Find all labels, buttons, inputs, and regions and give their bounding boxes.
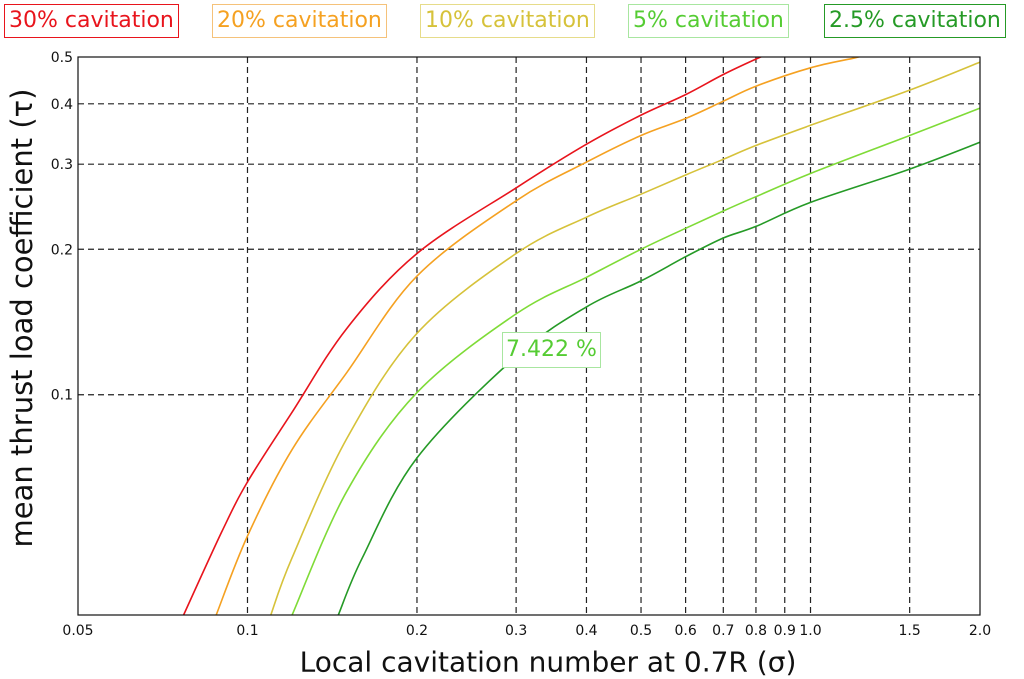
grid-lines bbox=[78, 57, 980, 615]
y-tick-label: 0.1 bbox=[51, 388, 73, 404]
x-tick-label: 0.8 bbox=[745, 623, 767, 639]
y-axis-label: mean thrust load coefficient (τ) bbox=[5, 88, 39, 548]
series-line bbox=[270, 61, 980, 615]
legend-2-5pct: 2.5% cavitation bbox=[824, 4, 1006, 38]
x-tick-label: 1.0 bbox=[799, 623, 821, 639]
series-line bbox=[337, 141, 980, 615]
cavitation-annotation: 7.422 % bbox=[502, 332, 601, 368]
series-lines bbox=[182, 57, 980, 615]
legend-5pct: 5% cavitation bbox=[628, 4, 789, 38]
series-line bbox=[215, 57, 863, 615]
y-tick-label: 0.5 bbox=[51, 50, 73, 66]
y-tick-label: 0.4 bbox=[51, 97, 73, 113]
x-tick-label: 0.3 bbox=[505, 623, 527, 639]
legend-10pct: 10% cavitation bbox=[420, 4, 595, 38]
x-tick-label: 0.1 bbox=[236, 623, 258, 639]
x-tick-labels: 0.05 0.1 0.2 0.3 0.4 0.5 0.6 0.7 0.8 0.9 1.0 1.5 2.0 bbox=[62, 623, 991, 639]
y-tick-label: 0.3 bbox=[51, 157, 73, 173]
y-tick-label: 0.2 bbox=[51, 242, 73, 258]
x-tick-label: 0.2 bbox=[406, 623, 428, 639]
x-tick-label: 0.6 bbox=[674, 623, 696, 639]
x-tick-label: 0.4 bbox=[575, 623, 597, 639]
series-line bbox=[182, 57, 763, 615]
x-tick-label: 2.0 bbox=[969, 623, 991, 639]
x-tick-label: 0.7 bbox=[712, 623, 734, 639]
x-axis-label: Local cavitation number at 0.7R (σ) bbox=[299, 645, 797, 679]
y-tick-labels: 0.1 0.2 0.3 0.4 0.5 bbox=[51, 50, 73, 404]
x-tick-label: 0.05 bbox=[62, 623, 93, 639]
plot-frame bbox=[77, 56, 981, 616]
legend-20pct: 20% cavitation bbox=[212, 4, 387, 38]
x-tick-label: 0.5 bbox=[630, 623, 652, 639]
series-line bbox=[291, 107, 980, 615]
x-tick-label: 1.5 bbox=[899, 623, 921, 639]
legend-30pct: 30% cavitation bbox=[4, 4, 179, 38]
x-tick-label: 0.9 bbox=[774, 623, 796, 639]
